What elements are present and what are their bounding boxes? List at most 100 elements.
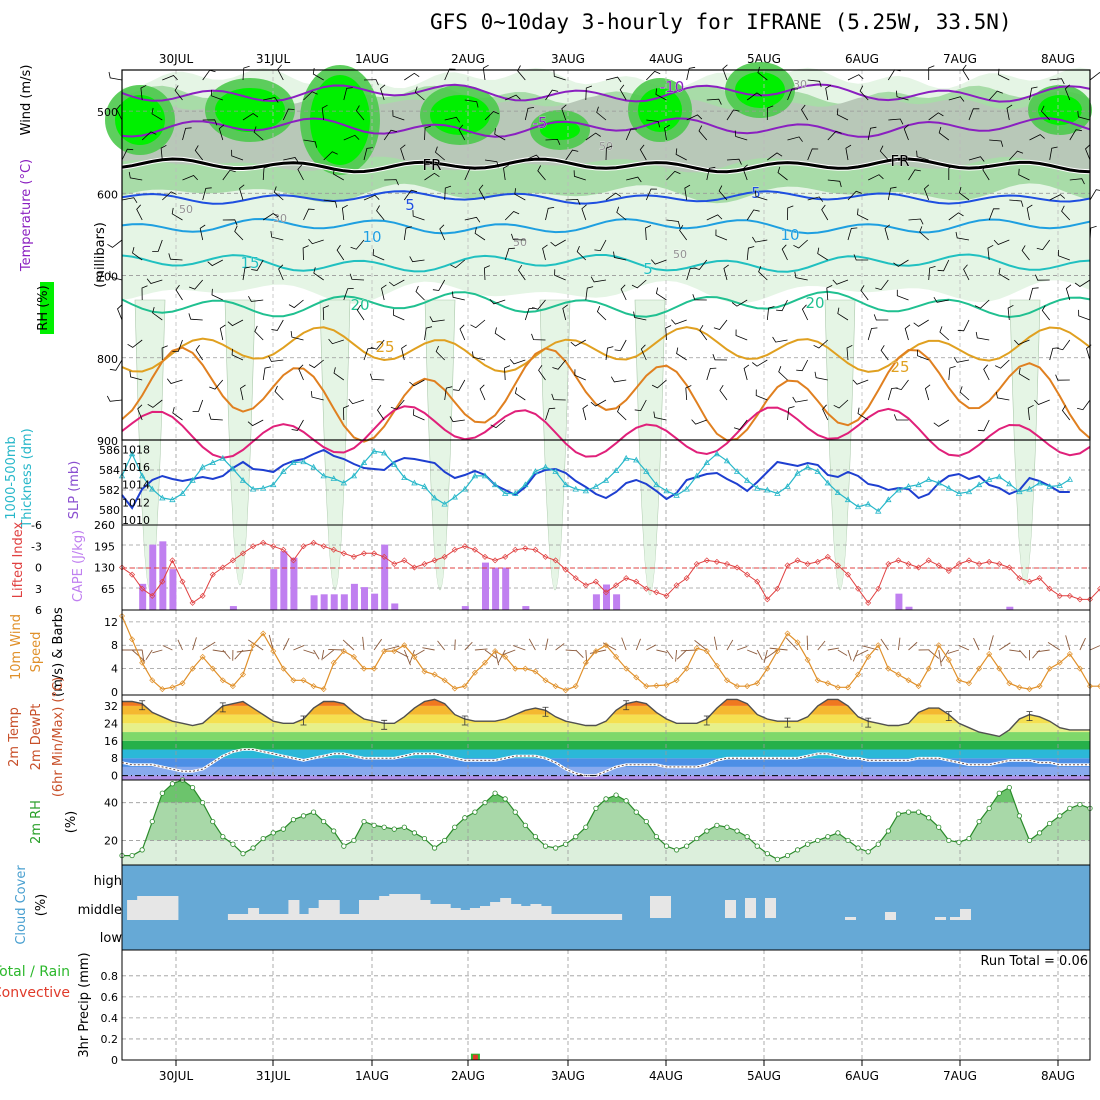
- wind-barb: [582, 404, 589, 421]
- cloud-middle-bar: [348, 914, 360, 920]
- rh-marker: [613, 792, 619, 798]
- slp-marker: [754, 484, 761, 491]
- cape-bar: [361, 587, 368, 610]
- wind-barb: [400, 144, 406, 161]
- date-label-bottom: 8AUG: [1041, 1069, 1075, 1083]
- slp-marker: [663, 487, 670, 494]
- wind-barb: [172, 339, 183, 352]
- cloud-middle-bar: [157, 896, 169, 920]
- temperature-minmax-bar: [139, 700, 146, 711]
- rh-marker: [442, 837, 448, 844]
- wind-barb-surface: [635, 638, 641, 651]
- rh2m-axis-label-line: 2m RH: [29, 800, 44, 844]
- lifted-index-marker: [139, 585, 146, 592]
- wind-barb: [262, 165, 270, 181]
- slp-marker: [774, 490, 781, 496]
- temperature-minmax-bar: [1026, 711, 1033, 722]
- wind-barb: [310, 391, 324, 401]
- wind-speed-marker: [502, 653, 509, 660]
- cloud-middle-bar: [950, 917, 961, 920]
- wind-barb: [211, 288, 223, 301]
- wind-barb: [219, 324, 226, 341]
- wind-barb-surface: [908, 641, 918, 651]
- thickness-axis-label: 1000-500mb Thickness (dm): [4, 428, 35, 528]
- wind-barb: [381, 284, 387, 301]
- rh-marker: [956, 839, 962, 845]
- wind-barb: [752, 359, 768, 367]
- lifted-index-marker: [764, 596, 771, 603]
- wind-barb: [1034, 399, 1050, 405]
- wind-barb: [464, 216, 481, 223]
- temperature-band: [122, 732, 1090, 741]
- wind-barb: [403, 226, 412, 241]
- wind-barb: [234, 225, 244, 241]
- cape-axis-label: CAPE (J/kg): [71, 530, 86, 602]
- cloud-middle-bar: [429, 904, 441, 920]
- lifted-index-tick-label: -6: [31, 519, 42, 532]
- wind-barb: [166, 378, 183, 384]
- wind-barb: [581, 204, 587, 221]
- thickness-axis-label-line: Thickness (dm): [20, 428, 35, 528]
- wind-barb: [903, 124, 909, 141]
- date-label-top: 7AUG: [943, 52, 977, 66]
- wind-barb: [171, 207, 183, 221]
- wind-speed-marker: [381, 648, 388, 655]
- wind-barb: [384, 179, 399, 186]
- wind-barb: [565, 149, 579, 161]
- wind-barb: [409, 256, 425, 263]
- lifted-index-marker: [1056, 592, 1063, 599]
- wind-speed-marker: [885, 665, 892, 672]
- wind-speed-marker: [461, 683, 468, 690]
- lifted-index-marker: [703, 557, 710, 564]
- rh-marker: [159, 790, 165, 796]
- wind-speed-marker: [371, 665, 378, 672]
- wind-barb: [953, 356, 970, 363]
- lifted-index-marker: [502, 553, 509, 560]
- wind-barb: [263, 97, 279, 103]
- wind-barb-surface: [1019, 649, 1027, 659]
- wind-barb-surface: [422, 647, 435, 651]
- wind-barb: [494, 327, 506, 341]
- cloud-middle-bar: [601, 914, 612, 920]
- slp-line: [121, 450, 1071, 513]
- lifted-index-marker: [774, 585, 781, 592]
- wind-barb: [631, 279, 647, 289]
- wind-barb: [692, 294, 707, 301]
- wind-barb: [686, 114, 703, 121]
- rh-marker: [169, 781, 176, 787]
- wind-barb: [424, 172, 440, 181]
- wind-speed-marker: [300, 677, 307, 684]
- wind-barb: [733, 419, 748, 430]
- wind-barb: [1089, 72, 1100, 81]
- cape-bar: [310, 595, 318, 610]
- contour-label: 25: [375, 338, 394, 356]
- contour-label: 25: [890, 358, 909, 376]
- wind-barb: [685, 385, 692, 401]
- wind-barb: [821, 204, 829, 221]
- wind-barb: [538, 364, 546, 381]
- lifted-index-marker: [976, 560, 983, 567]
- cloud-middle-bar: [449, 908, 461, 920]
- rh-marker: [704, 828, 710, 834]
- rh-marker: [895, 811, 902, 817]
- slp-marker: [864, 500, 872, 507]
- wind-barb-surface: [713, 636, 718, 651]
- temperature-contour: [121, 217, 1091, 235]
- rh-marker: [593, 805, 599, 811]
- cloud-middle-bar: [238, 914, 249, 920]
- wind-barb: [888, 118, 904, 125]
- wind-barb-surface: [474, 648, 488, 651]
- wind-speed-marker: [482, 659, 488, 666]
- wind-barb: [505, 94, 521, 101]
- lifted-index-marker: [562, 566, 569, 573]
- wind-speed-marker: [794, 639, 801, 646]
- date-label-bottom: 6AUG: [845, 1069, 879, 1083]
- date-label-top: 31JUL: [256, 52, 291, 66]
- wind-barb: [679, 224, 688, 241]
- slp-marker: [975, 481, 983, 488]
- slp-marker: [1006, 480, 1013, 487]
- contour-label: 10: [780, 226, 799, 244]
- wind-barb: [1061, 405, 1071, 421]
- wind-speed-marker: [875, 642, 882, 649]
- rh-marker: [381, 824, 387, 830]
